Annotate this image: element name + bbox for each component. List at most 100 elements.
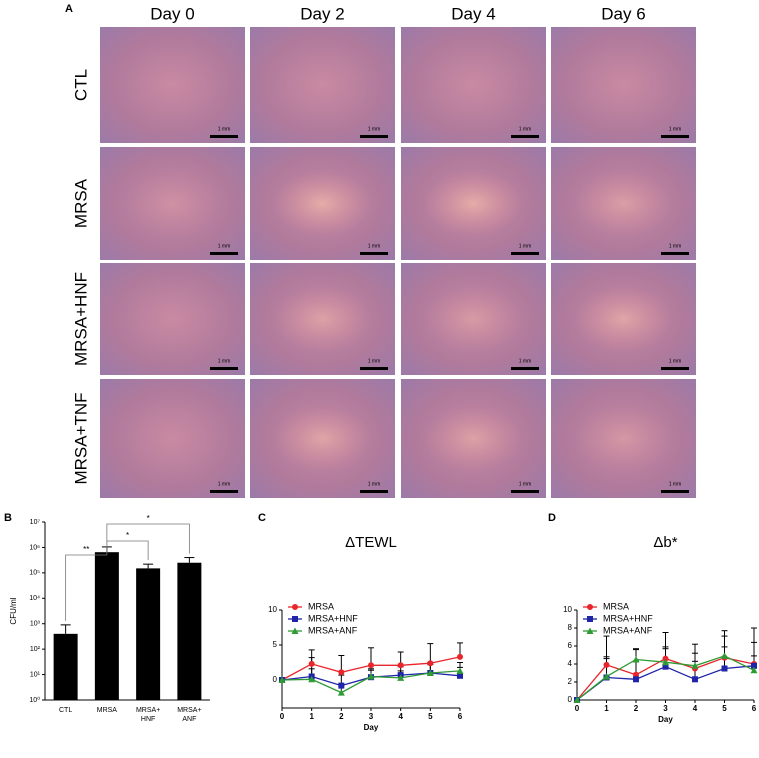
marker (457, 653, 463, 660)
y-tick-label: 6 (568, 641, 573, 650)
legend-label: MRSA+ANF (308, 625, 358, 635)
row-header: MRSA+HNF (71, 272, 90, 366)
lesion (573, 287, 674, 351)
legend-label: MRSA (308, 601, 334, 611)
lesion (573, 406, 674, 471)
marker (308, 660, 315, 667)
marker (278, 676, 286, 683)
bar (177, 562, 202, 700)
x-tick-label: 1 (604, 704, 609, 713)
x-tick-label: MRSA+ HNF (136, 707, 160, 723)
legend-marker (587, 616, 593, 622)
x-tick-label: 3 (663, 704, 668, 713)
y-tick-label: 10⁴ (29, 595, 40, 602)
marker (426, 669, 434, 676)
y-tick-label: 0 (568, 695, 573, 704)
photo (250, 27, 395, 143)
marker (603, 661, 610, 668)
scale-bar-label: 1 mm (218, 126, 231, 132)
x-axis-label: Day (658, 715, 673, 724)
chart-title: Δb* (653, 534, 677, 551)
y-tick-label: 2 (568, 677, 573, 686)
x-tick-label: 0 (280, 712, 285, 721)
x-tick-label: 0 (575, 704, 580, 713)
marker (457, 672, 463, 679)
scale-bar-label: 1 mm (218, 481, 231, 487)
scale-bar (360, 135, 388, 138)
marker (337, 689, 345, 696)
scale-bar (511, 490, 539, 493)
scale-bar-label: 1 mm (218, 243, 231, 249)
scale-bar (511, 252, 539, 255)
x-tick-label: 2 (339, 712, 344, 721)
significance-label: ** (83, 545, 89, 554)
marker (368, 662, 374, 669)
scale-bar-label: 1 mm (519, 243, 532, 249)
lesion (122, 171, 223, 236)
marker (632, 656, 640, 663)
lesion (272, 171, 373, 236)
scale-bar (661, 135, 689, 138)
y-tick-label: 10 (268, 605, 277, 614)
column-header: Day 0 (150, 4, 194, 23)
panel-label: D (548, 512, 556, 524)
panel-label: B (4, 512, 12, 524)
x-tick-label: 5 (428, 712, 433, 721)
marker (721, 665, 728, 672)
marker (397, 674, 405, 681)
significance-bracket (65, 542, 108, 621)
marker (691, 662, 699, 669)
y-tick-label: 10³ (30, 621, 41, 628)
x-tick-label: 4 (398, 712, 403, 721)
y-tick-label: 10⁰ (29, 696, 40, 704)
scale-bar (511, 367, 539, 370)
legend-marker (292, 616, 298, 622)
legend-marker (586, 627, 594, 634)
marker (397, 662, 404, 669)
x-tick-label: CTL (59, 707, 72, 714)
scale-bar-label: 1 mm (368, 358, 381, 364)
scale-bar (360, 490, 388, 493)
bar (53, 633, 78, 700)
y-tick-label: 5 (273, 640, 278, 649)
legend-label: MRSA+HNF (603, 613, 653, 623)
legend-marker (291, 627, 299, 634)
x-tick-label: 3 (369, 712, 374, 721)
legend-label: MRSA+HNF (308, 613, 358, 623)
lesion (573, 171, 674, 236)
column-header: Day 6 (601, 4, 645, 23)
scale-bar (661, 252, 689, 255)
scale-bar (661, 490, 689, 493)
scale-bar (511, 135, 539, 138)
row-header: CTL (71, 69, 90, 101)
y-tick-label: 10⁵ (29, 570, 40, 577)
scale-bar (360, 252, 388, 255)
scale-bar (210, 135, 238, 138)
panel-label: A (65, 3, 73, 15)
significance-label: * (147, 514, 150, 523)
marker (692, 676, 698, 683)
y-tick-label: 0 (273, 675, 278, 684)
significance-bracket (106, 523, 190, 554)
panel-label: C (258, 512, 266, 524)
lesion (272, 287, 373, 351)
scale-bar-label: 1 mm (669, 481, 682, 487)
x-tick-label: 1 (309, 712, 314, 721)
y-tick-label: 8 (568, 623, 573, 632)
lesion (423, 287, 524, 351)
scale-bar-label: 1 mm (669, 358, 682, 364)
y-tick-label: 10⁶ (29, 544, 40, 551)
significance-label: * (126, 531, 129, 540)
marker (456, 667, 464, 674)
marker (338, 682, 345, 689)
scale-bar-label: 1 mm (669, 243, 682, 249)
marker (662, 663, 669, 670)
marker (427, 660, 434, 667)
marker (338, 669, 345, 676)
scale-bar (661, 367, 689, 370)
x-tick-label: MRSA (97, 707, 118, 714)
column-header: Day 2 (300, 4, 344, 23)
scale-bar (360, 367, 388, 370)
y-tick-label: 4 (568, 659, 573, 668)
lesion (423, 406, 524, 471)
